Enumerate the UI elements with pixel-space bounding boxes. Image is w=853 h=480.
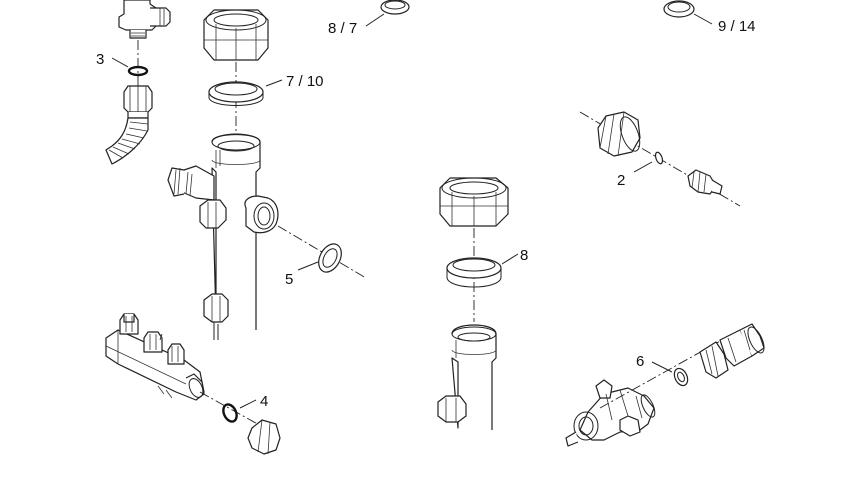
nut-right <box>597 111 641 157</box>
callout-label-9-14: 9 / 14 <box>718 18 756 35</box>
callout-label-3: 3 <box>96 51 104 68</box>
callout-9-14: 9 / 14 <box>693 13 756 35</box>
seal-ring-8-7 <box>380 0 410 15</box>
tee-body-left <box>167 133 279 340</box>
callout-label-8: 8 <box>520 247 528 264</box>
callout-6: 6 <box>636 353 673 373</box>
callout-label-8-7: 8 / 7 <box>328 20 357 37</box>
large-nut-center <box>439 177 509 227</box>
valve-assembly-top-left <box>105 0 171 165</box>
manifold-block <box>105 313 205 401</box>
callout-7-10: 7 / 10 <box>265 73 324 90</box>
callout-8-7: 8 / 7 <box>328 13 385 37</box>
callout-label-5: 5 <box>285 271 293 288</box>
seal-ring-9-14 <box>663 0 695 18</box>
callout-label-6: 6 <box>636 353 644 370</box>
seal-ring-6 <box>673 367 689 387</box>
seal-ring-3 <box>127 65 149 77</box>
seal-ring-7-10 <box>208 81 264 106</box>
callout-label-4: 4 <box>260 393 268 410</box>
callout-8: 8 <box>501 247 528 265</box>
callout-label-7-10: 7 / 10 <box>286 73 324 90</box>
valve-bottom-right <box>565 379 656 447</box>
callout-4: 4 <box>239 393 268 410</box>
nipple-fitting <box>687 169 723 195</box>
seal-ring-4 <box>222 403 238 423</box>
cap-nut-bottom-left <box>247 419 281 455</box>
pipe-center <box>437 324 497 430</box>
large-nut-upper <box>203 9 269 61</box>
seal-ring-2 <box>654 151 664 165</box>
union-fitting <box>699 323 765 379</box>
callout-2: 2 <box>617 161 653 189</box>
seal-ring-5 <box>318 243 342 273</box>
callout-label-2: 2 <box>617 172 625 189</box>
seal-ring-8 <box>446 257 502 288</box>
callout-5: 5 <box>285 261 319 288</box>
callout-3: 3 <box>96 51 129 68</box>
